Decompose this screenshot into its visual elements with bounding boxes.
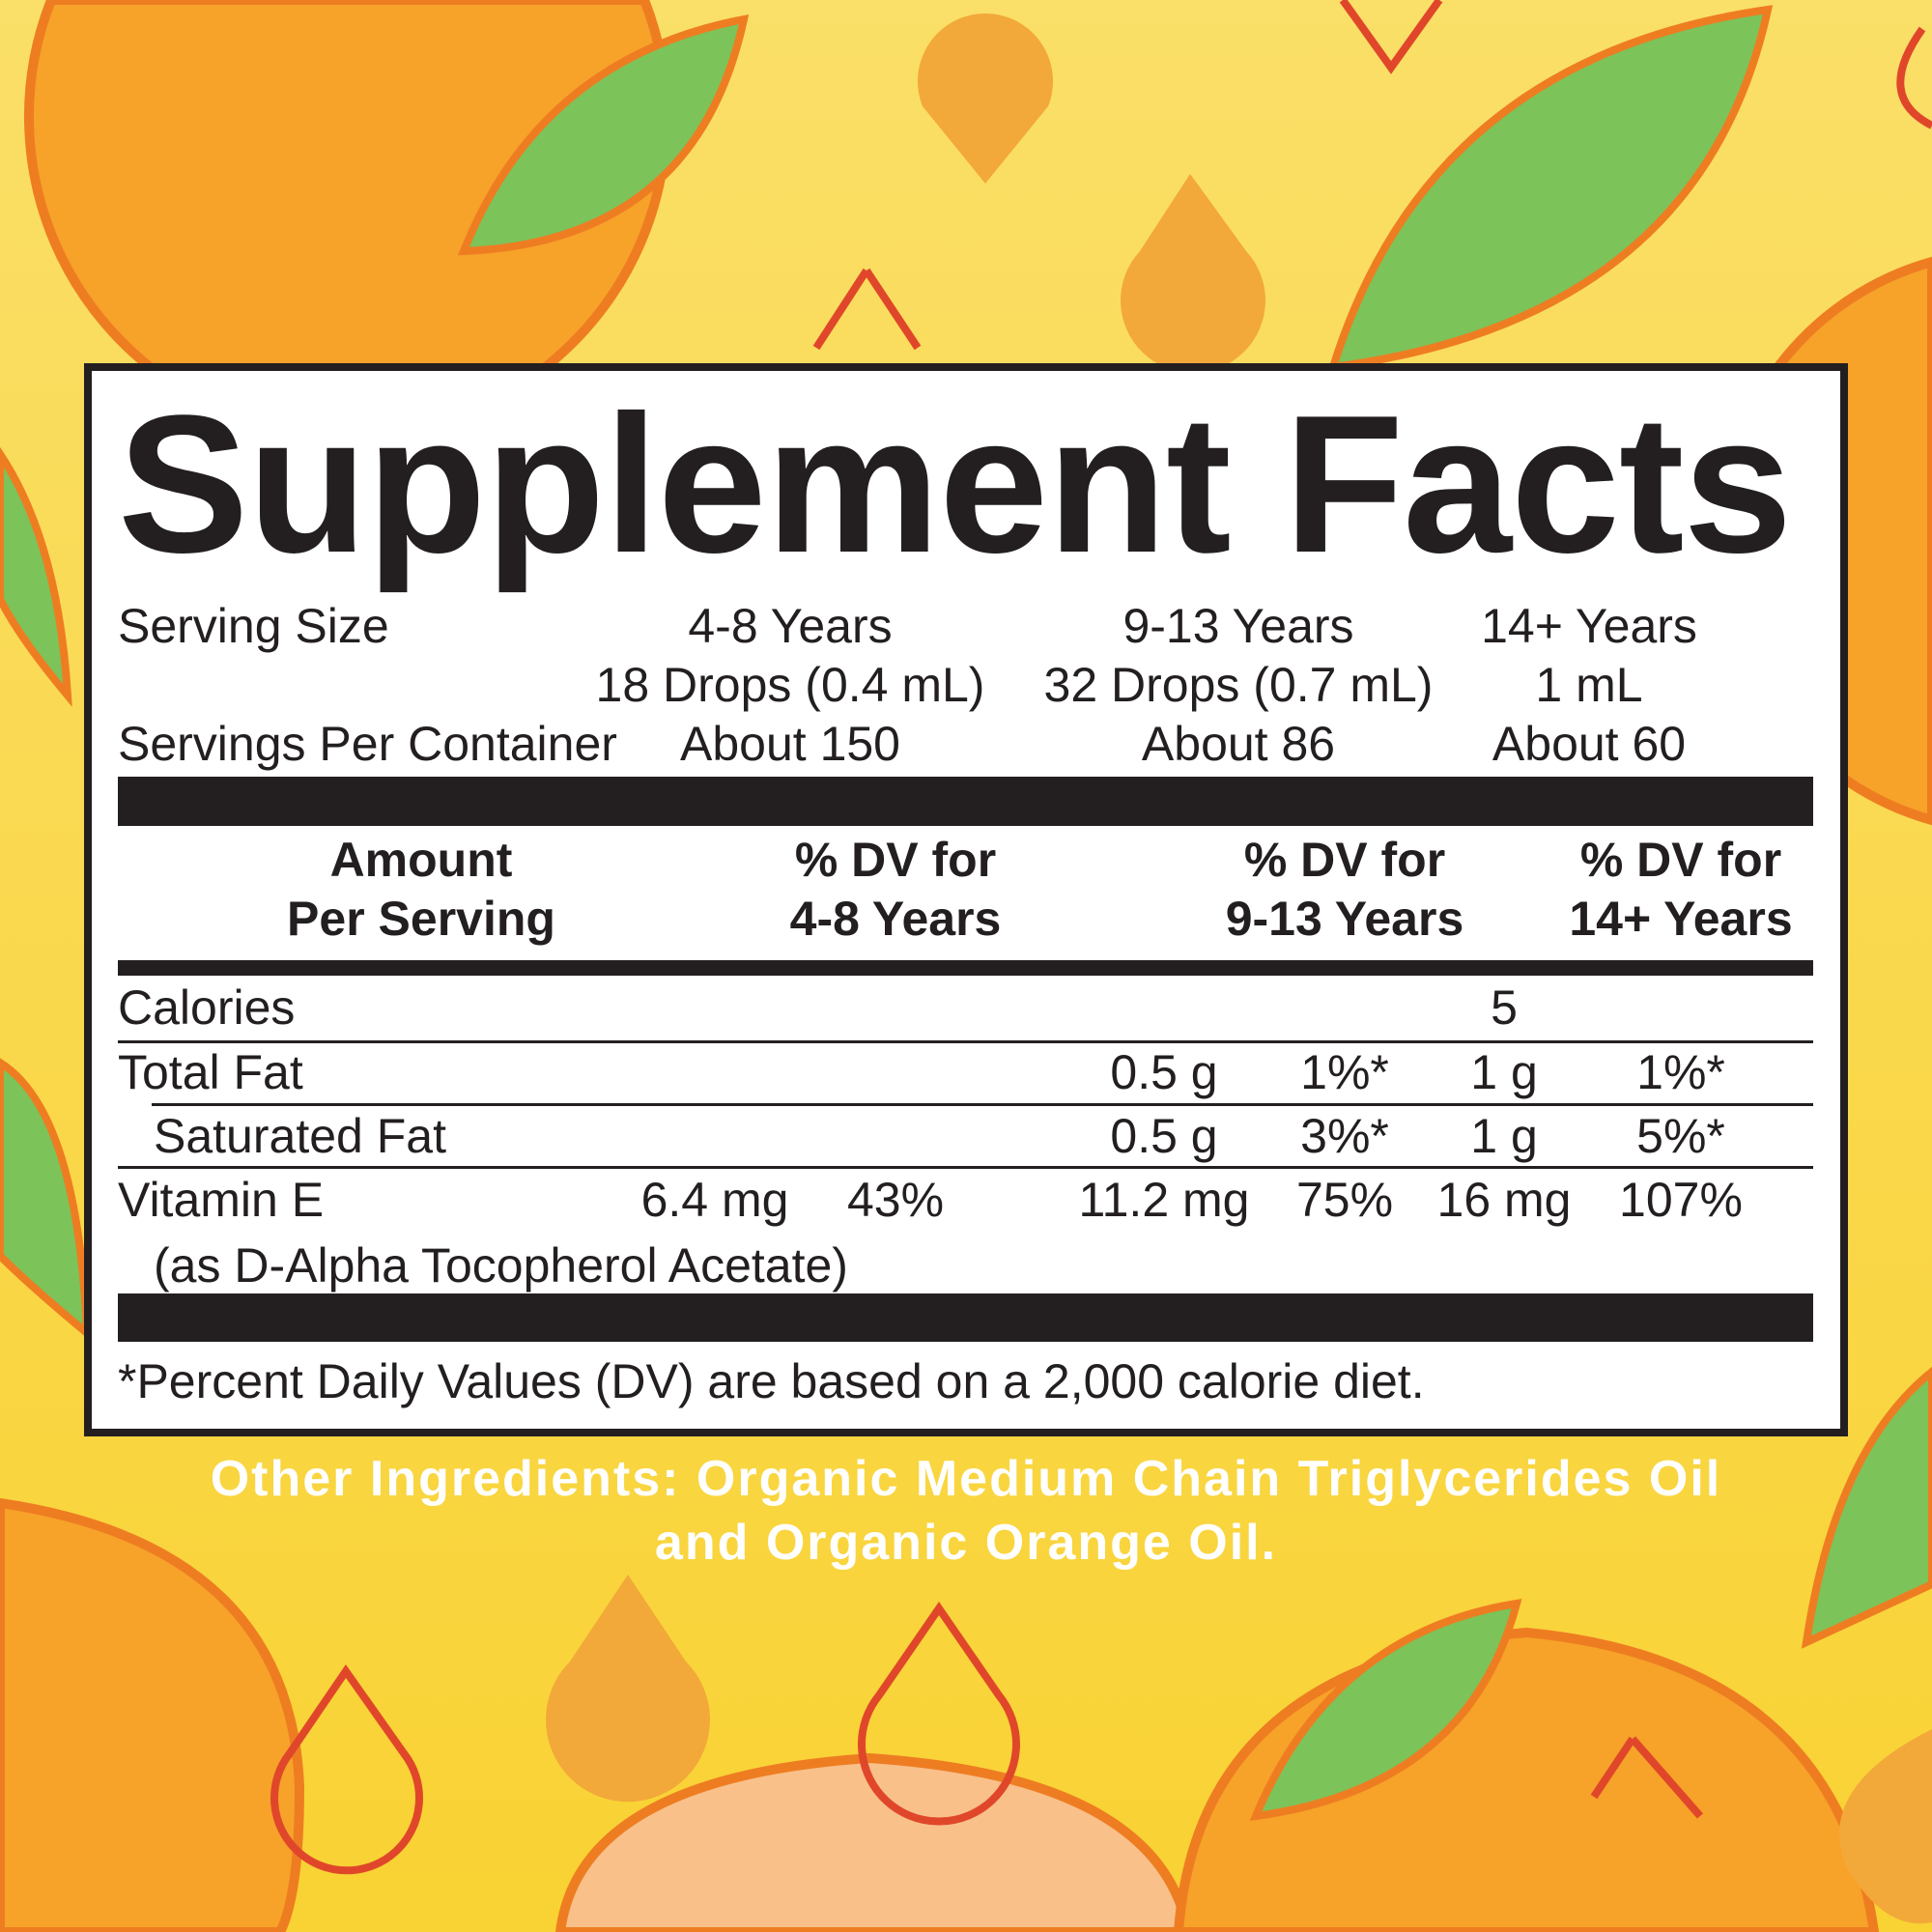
serving-size-4-8: 18 Drops (0.4 mL) (595, 658, 985, 712)
other-ingredients-line2: and Organic Orange Oil. (654, 1515, 1278, 1571)
total-fat-label: Total Fat (118, 1045, 303, 1099)
servings-14: About 60 (1492, 717, 1687, 771)
drop-icon (546, 14, 1932, 1924)
total-fat-amount-9-13: 0.5 g (1110, 1045, 1218, 1099)
leaf-illustration (0, 5, 1932, 1821)
amount-header-line2: Per Serving (287, 892, 555, 946)
saturated-fat-dv-9-13: 3%* (1300, 1109, 1389, 1163)
dv-header-4-8: % DV for (794, 833, 997, 887)
other-ingredients-line1: Other Ingredients: Organic Medium Chain … (210, 1451, 1722, 1507)
thick-divider (118, 1293, 1813, 1342)
supplement-facts-panel (84, 363, 1848, 1436)
servings-4-8: About 150 (680, 717, 900, 771)
vitamin-e-dv-9-13: 75% (1295, 1173, 1394, 1227)
age-group-14: 14+ Years (1481, 599, 1697, 653)
serving-size-14: 1 mL (1535, 658, 1643, 712)
servings-per-container-label: Servings Per Container (118, 717, 617, 771)
thick-divider (118, 777, 1813, 826)
total-fat-amount-14: 1 g (1470, 1045, 1538, 1099)
calories-value: 5 (1491, 980, 1518, 1035)
calories-label: Calories (118, 980, 296, 1035)
saturated-fat-amount-14: 1 g (1470, 1109, 1538, 1163)
vitamin-e-amount-4-8: 6.4 mg (640, 1173, 789, 1227)
footnote: *Percent Daily Values (DV) are based on … (118, 1354, 1425, 1408)
row-divider (118, 1166, 1813, 1169)
dv-header-14-age: 14+ Years (1569, 892, 1793, 946)
drop-outline-icon (270, 0, 1932, 1875)
row-divider (118, 1040, 1813, 1043)
vitamin-e-label: Vitamin E (118, 1173, 325, 1227)
age-group-4-8: 4-8 Years (688, 599, 893, 653)
dv-header-9-13: % DV for (1243, 833, 1446, 887)
vitamin-e-amount-14: 16 mg (1436, 1173, 1572, 1227)
medium-divider (118, 960, 1813, 976)
total-fat-dv-14: 1%* (1636, 1045, 1725, 1099)
dv-header-9-13-age: 9-13 Years (1225, 892, 1464, 946)
serving-size-9-13: 32 Drops (0.7 mL) (1043, 658, 1434, 712)
vitamin-e-dv-14: 107% (1619, 1173, 1743, 1227)
saturated-fat-label: Saturated Fat (154, 1109, 446, 1163)
saturated-fat-dv-14: 5%* (1636, 1109, 1725, 1163)
saturated-fat-amount-9-13: 0.5 g (1110, 1109, 1218, 1163)
vitamin-e-dv-4-8: 43% (846, 1173, 945, 1227)
age-group-9-13: 9-13 Years (1122, 599, 1354, 653)
page-title: Supplement Facts (118, 375, 1792, 594)
dv-header-4-8-age: 4-8 Years (789, 892, 1002, 946)
vitamin-e-source: (as D-Alpha Tocopherol Acetate) (154, 1238, 848, 1293)
servings-9-13: About 86 (1141, 717, 1336, 771)
amount-header: Amount (329, 833, 513, 887)
vitamin-e-amount-9-13: 11.2 mg (1078, 1173, 1250, 1227)
serving-size-label: Serving Size (118, 599, 389, 653)
dv-header-14: % DV for (1579, 833, 1782, 887)
total-fat-dv-9-13: 1%* (1300, 1045, 1389, 1099)
row-divider (152, 1103, 1813, 1106)
